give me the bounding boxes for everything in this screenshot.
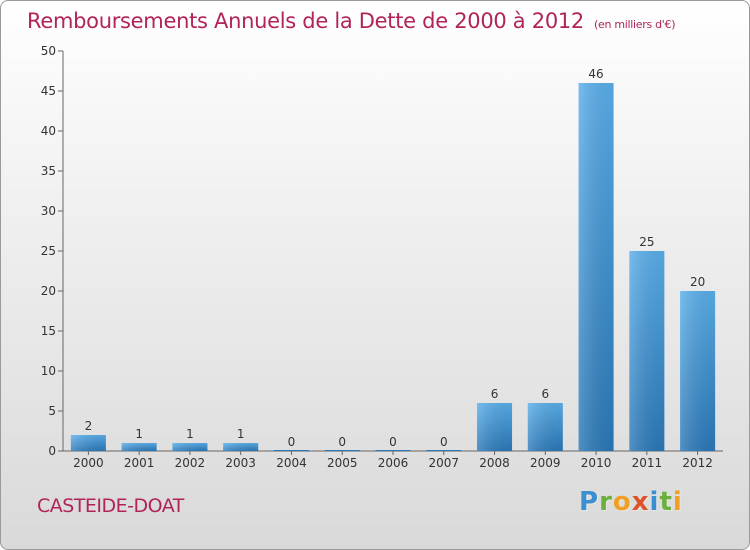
x-tick-label: 2007 — [428, 456, 459, 470]
bar-shade — [578, 83, 614, 451]
bar-shade — [172, 443, 208, 451]
x-tick-label: 2009 — [530, 456, 561, 470]
bar-value-label: 1 — [135, 427, 143, 441]
y-tick-label: 25 — [41, 244, 56, 258]
bar-value-label: 25 — [639, 235, 654, 249]
bar-value-label: 0 — [338, 435, 346, 449]
logo-letter: i — [649, 487, 660, 517]
bar-value-label: 0 — [440, 435, 448, 449]
y-tick-label: 15 — [41, 324, 56, 338]
x-tick-label: 2003 — [225, 456, 256, 470]
bar-value-label: 0 — [288, 435, 296, 449]
y-tick-label: 45 — [41, 84, 56, 98]
x-tick-label: 2010 — [581, 456, 612, 470]
x-tick-label: 2000 — [73, 456, 104, 470]
bar-shade — [121, 443, 157, 451]
bar-value-label: 46 — [588, 67, 603, 81]
y-tick-label: 20 — [41, 284, 56, 298]
logo-letter: r — [599, 487, 613, 517]
y-tick-label: 50 — [41, 44, 56, 58]
bar-shade — [477, 403, 513, 451]
logo-letter: x — [631, 487, 650, 517]
chart-unit: (en milliers d'€) — [594, 18, 676, 31]
x-tick-label: 2005 — [327, 456, 358, 470]
bar-shade — [629, 251, 665, 451]
x-tick-label: 2006 — [378, 456, 409, 470]
bar-shade — [680, 291, 716, 451]
bar-shade — [527, 403, 563, 451]
bar-value-label: 2 — [85, 419, 93, 433]
logo-letter: P — [579, 487, 600, 517]
chart-title: Remboursements Annuels de la Dette de 20… — [27, 9, 675, 33]
y-tick-label: 0 — [48, 444, 56, 458]
proxiti-logo: Proxiti — [579, 487, 683, 517]
bar-shade — [70, 435, 106, 451]
y-tick-label: 40 — [41, 124, 56, 138]
x-tick-label: 2001 — [124, 456, 155, 470]
y-tick-label: 30 — [41, 204, 56, 218]
logo-letter: o — [612, 487, 632, 517]
bar-shade — [223, 443, 259, 451]
bar-value-label: 20 — [690, 275, 705, 289]
x-tick-label: 2004 — [276, 456, 307, 470]
bar-value-label: 1 — [186, 427, 194, 441]
bar-value-label: 6 — [541, 387, 549, 401]
x-tick-label: 2002 — [175, 456, 206, 470]
x-tick-label: 2008 — [479, 456, 510, 470]
y-tick-label: 35 — [41, 164, 56, 178]
bar-value-label: 1 — [237, 427, 245, 441]
x-tick-label: 2012 — [682, 456, 713, 470]
logo-letter: i — [672, 487, 683, 517]
place-name: CASTEIDE-DOAT — [37, 495, 184, 517]
logo-letter: t — [659, 487, 673, 517]
x-tick-label: 2011 — [632, 456, 663, 470]
y-tick-label: 10 — [41, 364, 56, 378]
y-tick-label: 5 — [48, 404, 56, 418]
bar-value-label: 0 — [389, 435, 397, 449]
bar-value-label: 6 — [491, 387, 499, 401]
chart-title-text: Remboursements Annuels de la Dette de 20… — [27, 9, 584, 33]
